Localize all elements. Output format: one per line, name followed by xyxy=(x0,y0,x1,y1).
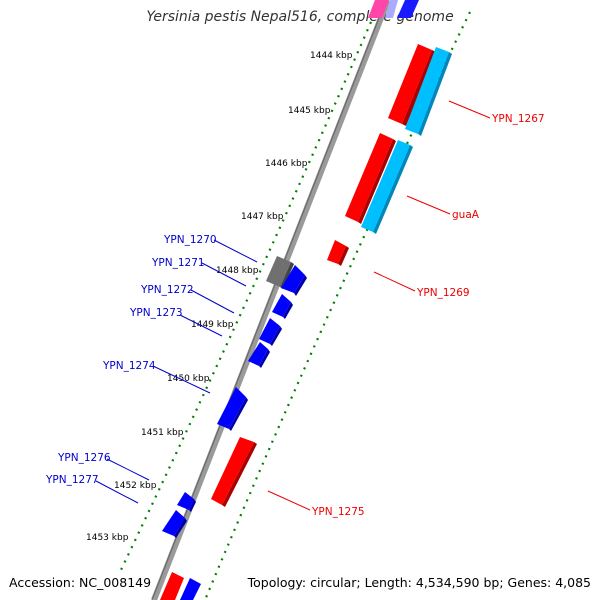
tick-labels: 1444 kbp 1445 kbp 1446 kbp 1447 kbp 1448… xyxy=(86,51,353,543)
gene-label-ypn-1270[interactable]: YPN_1270 xyxy=(163,234,217,246)
tick-label: 1450 kbp xyxy=(167,374,210,384)
gene-ypn-1269-feature[interactable] xyxy=(327,240,349,266)
inner-tick-track xyxy=(119,21,373,573)
accession-label: Accession: NC_008149 xyxy=(9,575,152,590)
genome-backbone xyxy=(151,0,391,600)
outer-tick-track xyxy=(203,11,471,600)
gene-guaA-feature[interactable] xyxy=(345,133,396,224)
tick-label: 1452 kbp xyxy=(114,481,157,491)
gene-ypn-1274a-feature[interactable] xyxy=(248,342,270,368)
tick-label: 1453 kbp xyxy=(86,533,129,543)
tick-label: 1451 kbp xyxy=(141,428,184,438)
gene-label-guaA[interactable]: guaA xyxy=(452,209,480,221)
right-gene-labels: YPN_1267 guaA YPN_1269 YPN_1275 xyxy=(267,100,545,518)
topology-label: Topology: circular; Length: 4,534,590 bp… xyxy=(247,575,591,590)
tick-label: 1445 kbp xyxy=(288,106,331,116)
gene-label-ypn-1267[interactable]: YPN_1267 xyxy=(491,113,545,125)
gene-ypn-1272-feature[interactable] xyxy=(272,294,293,319)
gene-guaA-rna-feature[interactable] xyxy=(361,140,413,234)
gene-label-ypn-1275[interactable]: YPN_1275 xyxy=(311,506,365,518)
gene-label-ypn-1274[interactable]: YPN_1274 xyxy=(102,360,156,372)
gene-label-ypn-1273[interactable]: YPN_1273 xyxy=(129,307,183,319)
gene-label-ypn-1269[interactable]: YPN_1269 xyxy=(416,287,470,299)
gene-label-ypn-1277[interactable]: YPN_1277 xyxy=(45,474,99,486)
gene-ypn-1273-feature[interactable] xyxy=(259,318,282,346)
gene-ypn-1274-feature[interactable] xyxy=(217,387,248,431)
gene-ypn-1275-feature[interactable] xyxy=(211,437,257,507)
gene-label-ypn-1272[interactable]: YPN_1272 xyxy=(140,284,194,296)
tick-label: 1449 kbp xyxy=(191,320,234,330)
tick-label: 1444 kbp xyxy=(310,51,353,61)
gene-ypn-1277-feature[interactable] xyxy=(162,510,187,538)
tick-label: 1446 kbp xyxy=(265,159,308,169)
gene-ypn-1267-rna-feature[interactable] xyxy=(405,47,452,136)
bottom-partial-features xyxy=(160,572,201,600)
gene-ypn-1270-feature[interactable] xyxy=(266,256,294,289)
left-gene-labels: YPN_1270 YPN_1271 YPN_1272 YPN_1273 YPN_… xyxy=(45,234,258,504)
gene-ypn-1276-feature[interactable] xyxy=(177,492,196,512)
top-partial-features xyxy=(368,0,419,18)
gene-label-ypn-1271[interactable]: YPN_1271 xyxy=(151,257,205,269)
gene-ypn-1267-feature[interactable] xyxy=(388,44,436,126)
tick-label: 1447 kbp xyxy=(241,212,284,222)
tick-label: 1448 kbp xyxy=(216,266,259,276)
gene-label-ypn-1276[interactable]: YPN_1276 xyxy=(57,452,111,464)
gene-ypn-1271-feature[interactable] xyxy=(281,265,307,296)
